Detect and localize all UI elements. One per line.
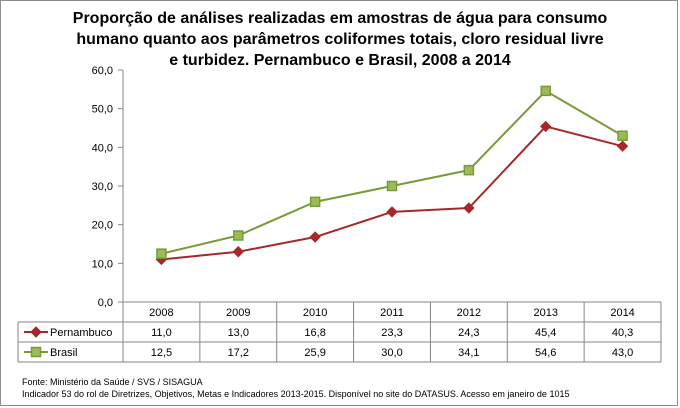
y-tick-label: 10,0 <box>92 258 113 270</box>
legend-label: Brasil <box>50 347 78 359</box>
x-category-label: 2008 <box>149 307 173 319</box>
data-point-marker <box>540 85 551 97</box>
chart-footer: Fonte: Ministério da Saúde / SVS / SISAG… <box>22 376 569 400</box>
data-table-value: 25,9 <box>304 347 325 359</box>
data-table-value: 30,0 <box>381 347 402 359</box>
data-table-value: 34,1 <box>458 347 479 359</box>
data-point-marker <box>540 120 552 133</box>
chart-title: Proporção de análises realizadas em amos… <box>60 8 620 71</box>
chart-title-line-1: Proporção de análises realizadas em amos… <box>72 10 608 27</box>
y-tick-label: 50,0 <box>92 104 113 116</box>
y-tick-label: 60,0 <box>92 65 113 77</box>
data-point-marker <box>30 326 42 338</box>
data-table-value: 43,0 <box>612 347 633 359</box>
y-tick-label: 40,0 <box>92 142 113 154</box>
data-table-value: 54,6 <box>535 347 556 359</box>
data-table-value: 16,8 <box>304 327 325 339</box>
data-point-marker <box>232 246 244 258</box>
data-table-value: 11,0 <box>151 327 172 339</box>
y-tick-label: 0,0 <box>98 297 113 309</box>
data-table-value: 23,3 <box>381 327 402 339</box>
data-point-marker <box>463 164 475 176</box>
data-table-value: 45,4 <box>535 327 556 339</box>
data-point-marker <box>617 130 628 141</box>
data-point-marker <box>30 346 42 358</box>
data-point-marker <box>463 202 475 214</box>
x-category-label: 2014 <box>610 307 634 319</box>
data-point-marker <box>156 248 167 259</box>
series-pernambuco <box>155 120 629 266</box>
chart-title-line-2: humano quanto aos parâmetros coliformes … <box>76 31 604 48</box>
series-line <box>161 89 624 255</box>
series-line <box>161 125 623 261</box>
footer-source: Fonte: Ministério da Saúde / SVS / SISAG… <box>22 377 203 387</box>
x-category-label: 2010 <box>303 307 327 319</box>
legend-label: Pernambuco <box>50 327 112 339</box>
y-tick-label: 30,0 <box>92 181 113 193</box>
data-point-marker <box>386 180 398 192</box>
data-table-value: 13,0 <box>228 327 249 339</box>
data-table-value: 12,5 <box>151 347 172 359</box>
data-table-value: 24,3 <box>458 327 479 339</box>
x-category-label: 2013 <box>533 307 557 319</box>
data-point-marker <box>616 140 629 152</box>
data-table-value: 40,3 <box>612 327 633 339</box>
data-point-marker <box>386 206 398 218</box>
data-table-value: 17,2 <box>228 347 249 359</box>
x-category-label: 2009 <box>226 307 250 319</box>
series-brasil <box>156 85 628 259</box>
data-point-marker <box>309 231 321 243</box>
chart-title-line-3: e turbidez. Pernambuco e Brasil, 2008 a … <box>169 52 511 69</box>
data-point-marker <box>309 196 321 208</box>
x-category-label: 2011 <box>380 307 404 319</box>
data-point-marker <box>233 230 244 241</box>
y-tick-label: 20,0 <box>92 220 113 232</box>
footer-note: Indicador 53 do rol de Diretrizes, Objet… <box>22 389 570 399</box>
x-category-label: 2012 <box>457 307 481 319</box>
